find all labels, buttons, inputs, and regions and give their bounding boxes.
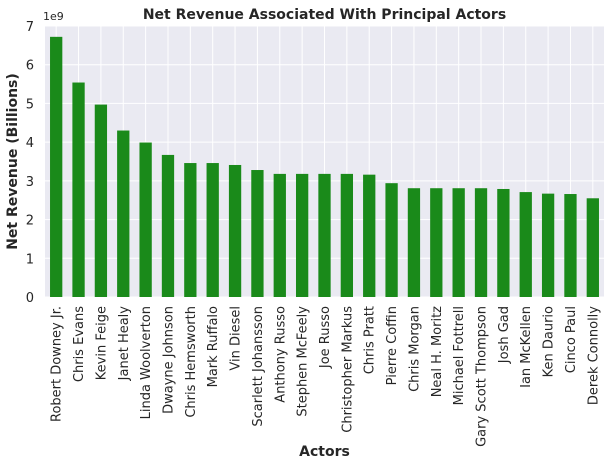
bar xyxy=(295,173,309,297)
bar xyxy=(273,173,286,297)
x-tick-label: Kevin Feige xyxy=(94,306,109,380)
x-tick-label: Cinco Paul xyxy=(564,306,579,373)
x-tick-label: Mark Ruffalo xyxy=(206,306,221,387)
y-tick-label: 5 xyxy=(26,97,34,112)
x-tick-label: Chris Pratt xyxy=(363,306,378,374)
bar xyxy=(519,192,532,297)
bar xyxy=(50,36,63,298)
x-tick-label: Anthony Russo xyxy=(273,306,288,403)
y-tick-label: 7 xyxy=(26,20,34,35)
bar xyxy=(474,188,488,297)
x-axis-label: Actors xyxy=(299,444,350,460)
x-tick-label: Vin Diesel xyxy=(229,306,244,371)
x-tick-label: Ken Daurio xyxy=(542,306,557,377)
y-tick-label: 0 xyxy=(26,291,34,306)
bar xyxy=(430,188,443,297)
x-tick-label: Chris Hemsworth xyxy=(184,306,199,418)
y-tick-label: 4 xyxy=(26,136,34,151)
x-tick-label: Linda Woolverton xyxy=(139,306,154,419)
bar xyxy=(340,173,354,297)
bar xyxy=(541,193,555,297)
bars xyxy=(50,36,599,298)
bar xyxy=(363,174,376,297)
y-tick-label: 6 xyxy=(26,59,34,74)
bar xyxy=(385,183,398,297)
x-tick-labels: Robert Downey Jr. Chris Evans Kevin Feige J… xyxy=(50,306,602,447)
bar xyxy=(564,194,577,297)
y-tick-labels: 0 1 2 3 4 5 6 7 xyxy=(26,20,34,306)
bar xyxy=(117,130,130,297)
bar xyxy=(139,142,152,297)
y-axis-offset-label: 1e9 xyxy=(43,10,64,23)
y-tick-label: 3 xyxy=(26,175,34,190)
bar xyxy=(184,163,197,297)
x-tick-label: Gary Scott Thompson xyxy=(475,306,490,447)
y-tick-label: 2 xyxy=(26,214,34,229)
bar xyxy=(251,170,264,297)
x-tick-label: Janet Healy xyxy=(117,306,132,382)
y-tick-label: 1 xyxy=(26,252,34,267)
bar xyxy=(72,82,85,297)
y-axis-label: Net Revenue (Billions) xyxy=(5,73,21,250)
bar xyxy=(161,154,175,297)
x-tick-label: Neal H. Moritz xyxy=(430,306,445,397)
bar xyxy=(407,188,421,297)
x-tick-label: Ian McKellen xyxy=(519,306,534,388)
x-tick-label: Derek Connolly xyxy=(586,306,601,405)
bar xyxy=(228,164,242,297)
x-tick-label: Dwayne Johnson xyxy=(161,306,176,414)
bar xyxy=(586,198,599,297)
x-tick-label: Michael Fottrell xyxy=(452,306,467,405)
x-tick-label: Chris Morgan xyxy=(407,306,422,392)
x-tick-label: Joe Russo xyxy=(318,306,333,369)
x-tick-label: Robert Downey Jr. xyxy=(50,306,65,422)
chart-title: Net Revenue Associated With Principal Ac… xyxy=(143,7,506,23)
bar xyxy=(497,188,510,297)
x-tick-label: Chris Evans xyxy=(72,306,87,382)
x-tick-label: Pierre Coffin xyxy=(385,306,400,385)
x-tick-label: Josh Gad xyxy=(497,306,512,364)
bar xyxy=(206,163,219,297)
bar xyxy=(318,173,331,297)
bar xyxy=(94,104,108,297)
x-tick-label: Stephen McFeely xyxy=(296,306,311,417)
bar xyxy=(452,188,465,297)
x-tick-label: Scarlett Johansson xyxy=(251,306,266,427)
x-tick-label: Christopher Markus xyxy=(340,306,355,433)
